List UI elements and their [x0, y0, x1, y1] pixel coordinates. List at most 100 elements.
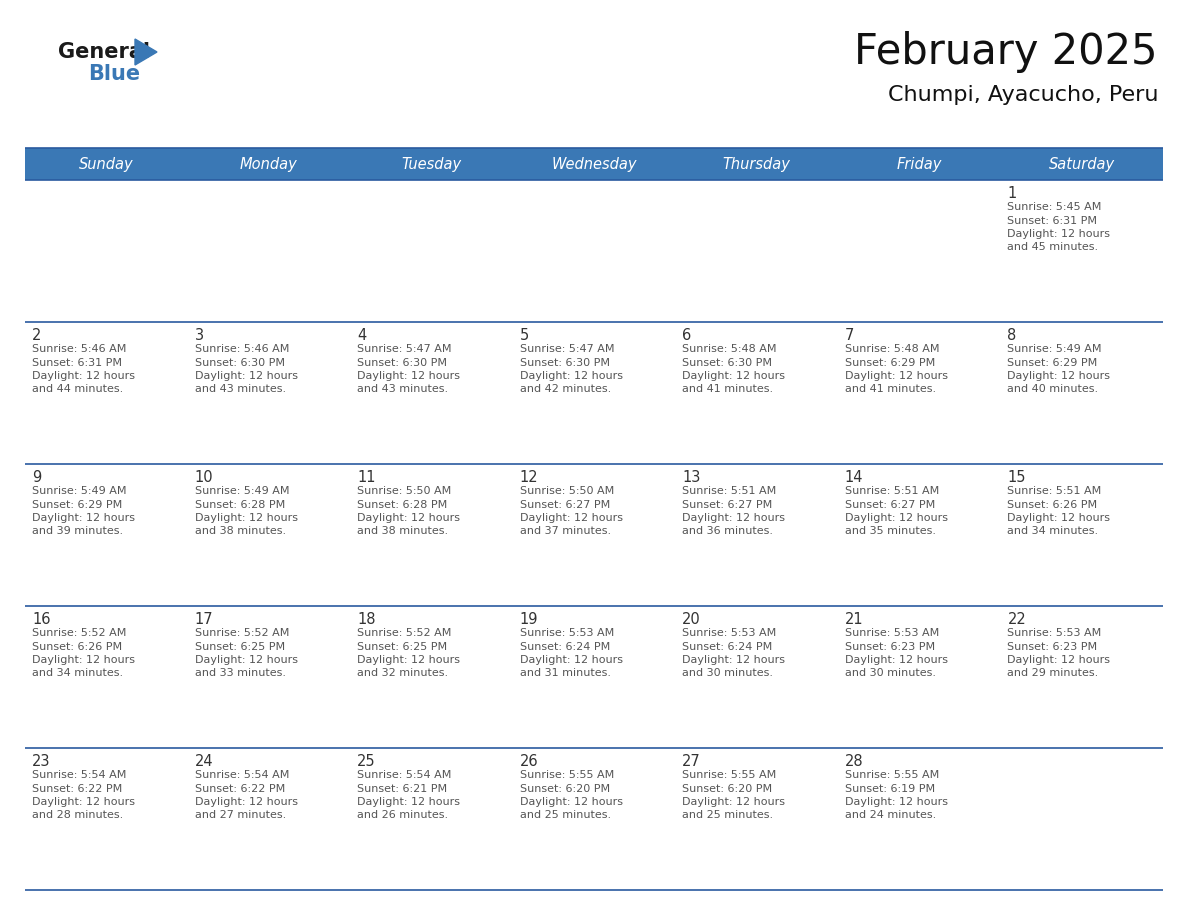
Text: Sunset: 6:24 PM: Sunset: 6:24 PM [519, 642, 609, 652]
Text: and 27 minutes.: and 27 minutes. [195, 811, 286, 821]
Text: and 33 minutes.: and 33 minutes. [195, 668, 285, 678]
Text: and 40 minutes.: and 40 minutes. [1007, 385, 1099, 395]
Text: Sunrise: 5:55 AM: Sunrise: 5:55 AM [682, 770, 777, 780]
Text: and 30 minutes.: and 30 minutes. [845, 668, 936, 678]
Text: Daylight: 12 hours: Daylight: 12 hours [682, 797, 785, 807]
Text: Sunset: 6:27 PM: Sunset: 6:27 PM [682, 499, 772, 509]
Text: 22: 22 [1007, 611, 1026, 626]
Text: Sunrise: 5:47 AM: Sunrise: 5:47 AM [358, 344, 451, 354]
Text: and 34 minutes.: and 34 minutes. [1007, 527, 1099, 536]
Bar [675, 180, 838, 322]
Text: Sunset: 6:31 PM: Sunset: 6:31 PM [1007, 216, 1098, 226]
Text: 10: 10 [195, 469, 213, 485]
Bar [838, 748, 1000, 890]
Text: Sunrise: 5:54 AM: Sunrise: 5:54 AM [195, 770, 289, 780]
Text: 28: 28 [845, 754, 864, 768]
Text: Sunset: 6:27 PM: Sunset: 6:27 PM [519, 499, 609, 509]
Text: and 44 minutes.: and 44 minutes. [32, 385, 124, 395]
Text: Sunset: 6:31 PM: Sunset: 6:31 PM [32, 357, 122, 367]
Text: Sunset: 6:24 PM: Sunset: 6:24 PM [682, 642, 772, 652]
Text: 14: 14 [845, 469, 864, 485]
Text: Sunrise: 5:55 AM: Sunrise: 5:55 AM [845, 770, 939, 780]
Bar [675, 606, 838, 748]
Text: Sunset: 6:30 PM: Sunset: 6:30 PM [682, 357, 772, 367]
Text: Monday: Monday [240, 156, 298, 172]
Bar [513, 606, 675, 748]
Text: and 29 minutes.: and 29 minutes. [1007, 668, 1099, 678]
Text: Sunset: 6:25 PM: Sunset: 6:25 PM [195, 642, 285, 652]
Text: Daylight: 12 hours: Daylight: 12 hours [1007, 655, 1111, 665]
Bar [1000, 180, 1163, 322]
Text: Sunrise: 5:50 AM: Sunrise: 5:50 AM [358, 486, 451, 496]
Text: Daylight: 12 hours: Daylight: 12 hours [195, 513, 297, 523]
Text: Sunset: 6:20 PM: Sunset: 6:20 PM [682, 783, 772, 793]
Text: and 38 minutes.: and 38 minutes. [195, 527, 285, 536]
Bar [25, 606, 188, 748]
Bar [1000, 322, 1163, 464]
Text: Sunset: 6:25 PM: Sunset: 6:25 PM [358, 642, 447, 652]
Text: 27: 27 [682, 754, 701, 768]
Text: 18: 18 [358, 611, 375, 626]
Text: Sunrise: 5:54 AM: Sunrise: 5:54 AM [358, 770, 451, 780]
Text: Sunset: 6:29 PM: Sunset: 6:29 PM [845, 357, 935, 367]
Text: 6: 6 [682, 328, 691, 342]
Text: Daylight: 12 hours: Daylight: 12 hours [195, 797, 297, 807]
Text: Sunrise: 5:53 AM: Sunrise: 5:53 AM [682, 628, 777, 638]
Text: Sunset: 6:23 PM: Sunset: 6:23 PM [845, 642, 935, 652]
Text: Daylight: 12 hours: Daylight: 12 hours [845, 513, 948, 523]
Text: Sunrise: 5:48 AM: Sunrise: 5:48 AM [845, 344, 940, 354]
Text: Sunset: 6:28 PM: Sunset: 6:28 PM [195, 499, 285, 509]
Text: 19: 19 [519, 611, 538, 626]
Text: Sunrise: 5:53 AM: Sunrise: 5:53 AM [519, 628, 614, 638]
Text: February 2025: February 2025 [854, 31, 1158, 73]
Text: 5: 5 [519, 328, 529, 342]
Text: and 38 minutes.: and 38 minutes. [358, 527, 448, 536]
Text: Daylight: 12 hours: Daylight: 12 hours [32, 797, 135, 807]
Text: and 41 minutes.: and 41 minutes. [845, 385, 936, 395]
Text: Sunrise: 5:49 AM: Sunrise: 5:49 AM [1007, 344, 1102, 354]
Text: Sunrise: 5:52 AM: Sunrise: 5:52 AM [32, 628, 126, 638]
Text: Thursday: Thursday [722, 156, 790, 172]
Text: Sunset: 6:26 PM: Sunset: 6:26 PM [1007, 499, 1098, 509]
Text: Daylight: 12 hours: Daylight: 12 hours [682, 655, 785, 665]
Bar [513, 322, 675, 464]
Bar [350, 748, 513, 890]
Text: Daylight: 12 hours: Daylight: 12 hours [358, 797, 460, 807]
Text: and 25 minutes.: and 25 minutes. [519, 811, 611, 821]
Text: Sunrise: 5:46 AM: Sunrise: 5:46 AM [32, 344, 126, 354]
Text: Tuesday: Tuesday [402, 156, 461, 172]
Text: Sunset: 6:29 PM: Sunset: 6:29 PM [1007, 357, 1098, 367]
Text: and 36 minutes.: and 36 minutes. [682, 527, 773, 536]
Text: Daylight: 12 hours: Daylight: 12 hours [32, 655, 135, 665]
Text: 26: 26 [519, 754, 538, 768]
Text: Sunset: 6:27 PM: Sunset: 6:27 PM [845, 499, 935, 509]
Text: Sunset: 6:22 PM: Sunset: 6:22 PM [32, 783, 122, 793]
Text: and 45 minutes.: and 45 minutes. [1007, 242, 1099, 252]
Text: 4: 4 [358, 328, 366, 342]
Text: Sunset: 6:23 PM: Sunset: 6:23 PM [1007, 642, 1098, 652]
Text: 11: 11 [358, 469, 375, 485]
Bar [188, 464, 350, 606]
Text: Sunset: 6:30 PM: Sunset: 6:30 PM [358, 357, 447, 367]
Text: Daylight: 12 hours: Daylight: 12 hours [195, 655, 297, 665]
Text: 7: 7 [845, 328, 854, 342]
Text: 23: 23 [32, 754, 51, 768]
Text: Sunset: 6:30 PM: Sunset: 6:30 PM [519, 357, 609, 367]
Bar [838, 606, 1000, 748]
Bar [838, 322, 1000, 464]
Text: Sunrise: 5:52 AM: Sunrise: 5:52 AM [195, 628, 289, 638]
Text: Friday: Friday [897, 156, 942, 172]
Text: Sunrise: 5:48 AM: Sunrise: 5:48 AM [682, 344, 777, 354]
Text: Sunrise: 5:53 AM: Sunrise: 5:53 AM [845, 628, 939, 638]
Text: Daylight: 12 hours: Daylight: 12 hours [32, 513, 135, 523]
Text: Daylight: 12 hours: Daylight: 12 hours [1007, 513, 1111, 523]
Text: Sunset: 6:21 PM: Sunset: 6:21 PM [358, 783, 447, 793]
Text: Daylight: 12 hours: Daylight: 12 hours [682, 513, 785, 523]
Text: Sunrise: 5:51 AM: Sunrise: 5:51 AM [845, 486, 939, 496]
Bar [188, 322, 350, 464]
Text: Daylight: 12 hours: Daylight: 12 hours [845, 655, 948, 665]
Text: Sunrise: 5:51 AM: Sunrise: 5:51 AM [682, 486, 777, 496]
Text: 17: 17 [195, 611, 213, 626]
Text: 21: 21 [845, 611, 864, 626]
Text: 9: 9 [32, 469, 42, 485]
